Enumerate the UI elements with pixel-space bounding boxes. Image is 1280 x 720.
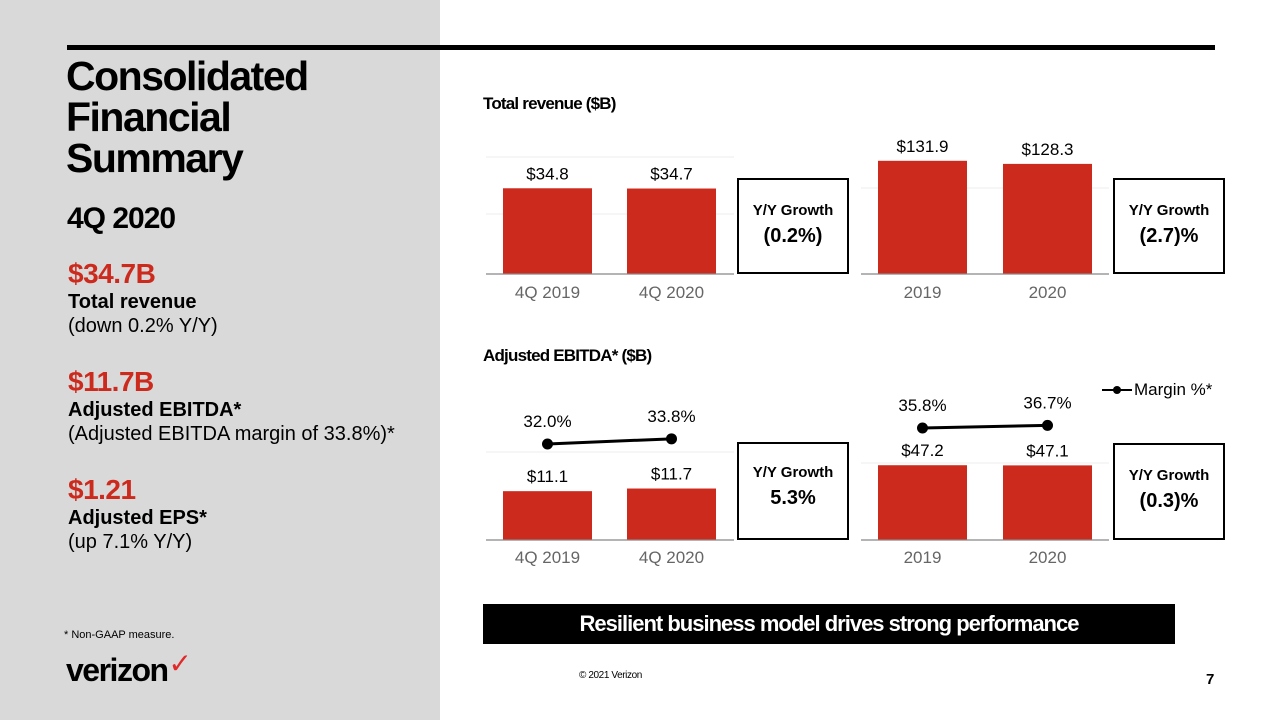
margin-point xyxy=(542,438,553,450)
category-label: 2019 xyxy=(904,548,942,567)
page-number: 7 xyxy=(1206,671,1215,688)
growth-label: Y/Y Growth xyxy=(752,464,834,481)
title-line: Consolidated xyxy=(66,53,309,99)
category-label: 2020 xyxy=(1029,548,1067,567)
growth-label: Y/Y Growth xyxy=(1128,202,1210,219)
margin-point xyxy=(666,433,677,445)
verizon-logo: verizon✓ xyxy=(66,648,192,689)
growth-label: Y/Y Growth xyxy=(1128,467,1210,484)
margin-data-label: 36.7% xyxy=(1023,393,1071,412)
page-title: Consolidated Financial Summary xyxy=(66,53,309,181)
bar-data-label: $11.7 xyxy=(651,465,692,484)
bar-data-label: $47.2 xyxy=(901,441,944,460)
copyright: © 2021 Verizon xyxy=(579,670,642,681)
metric-revenue: $34.7B Total revenue (down 0.2% Y/Y) xyxy=(68,258,218,338)
growth-value: (0.3)% xyxy=(1139,490,1199,512)
footnote: * Non-GAAP measure. xyxy=(64,629,175,641)
margin-line xyxy=(547,437,672,446)
bar-4q-2020 xyxy=(627,488,716,540)
bar-2020 xyxy=(1003,465,1092,540)
margin-point xyxy=(1042,419,1053,431)
margin-data-label: 32.0% xyxy=(523,412,571,431)
legend: Margin %* xyxy=(1100,380,1212,400)
check-icon: ✓ xyxy=(168,648,192,679)
category-label: 4Q 2020 xyxy=(639,548,704,567)
metric-value: $11.7B xyxy=(68,366,154,397)
legend-label: Margin %* xyxy=(1134,380,1213,399)
metric-eps: $1.21 Adjusted EPS* (up 7.1% Y/Y) xyxy=(68,474,207,554)
bar-4q-2020 xyxy=(627,188,716,274)
category-label: 2019 xyxy=(904,283,942,302)
logo-text: verizon xyxy=(66,652,169,688)
margin-line xyxy=(922,423,1048,430)
growth-box-quarter-ebitda: Y/Y Growth 5.3% xyxy=(737,442,849,540)
title-line: Summary xyxy=(66,135,244,181)
bar-data-label: $131.9 xyxy=(897,137,949,156)
bar-data-label: $34.7 xyxy=(650,165,693,184)
growth-box-year-revenue: Y/Y Growth (2.7)% xyxy=(1113,178,1225,274)
growth-label: Y/Y Growth xyxy=(752,202,834,219)
period-label: 4Q 2020 xyxy=(67,202,176,235)
margin-data-label: 35.8% xyxy=(898,396,946,415)
growth-value: (2.7)% xyxy=(1139,225,1199,247)
bar-data-label: $128.3 xyxy=(1022,140,1074,159)
margin-data-label: 33.8% xyxy=(647,407,695,426)
metric-ebitda: $11.7B Adjusted EBITDA* (Adjusted EBITDA… xyxy=(68,366,395,446)
bar-2019 xyxy=(878,160,967,274)
metric-label: Total revenue xyxy=(68,291,197,313)
metric-label: Adjusted EBITDA* xyxy=(68,399,242,421)
bar-2020 xyxy=(1003,163,1092,274)
bar-4q-2019 xyxy=(503,188,592,274)
growth-box-year-ebitda: Y/Y Growth (0.3)% xyxy=(1113,443,1225,540)
ebitda-chart-title: Adjusted EBITDA* ($B) xyxy=(483,346,652,365)
title-line: Financial xyxy=(66,94,232,140)
metric-label: Adjusted EPS* xyxy=(68,507,207,529)
growth-box-quarter-revenue: Y/Y Growth (0.2%) xyxy=(737,178,849,274)
category-label: 4Q 2019 xyxy=(515,548,580,567)
metric-note: (Adjusted EBITDA margin of 33.8%)* xyxy=(68,423,395,445)
category-label: 2020 xyxy=(1029,283,1067,302)
growth-value: 5.3% xyxy=(770,487,816,509)
category-label: 4Q 2020 xyxy=(639,283,704,302)
growth-value: (0.2%) xyxy=(763,225,823,247)
margin-point xyxy=(917,422,928,434)
category-label: 4Q 2019 xyxy=(515,283,580,302)
left-panel xyxy=(0,0,440,720)
metric-note: (down 0.2% Y/Y) xyxy=(68,315,218,337)
bar-data-label: $11.1 xyxy=(527,467,568,486)
metric-value: $1.21 xyxy=(68,474,136,505)
top-rule xyxy=(67,45,1215,50)
bar-4q-2019 xyxy=(503,491,592,540)
metric-value: $34.7B xyxy=(68,258,156,289)
bar-2019 xyxy=(878,465,967,540)
revenue-chart-title: Total revenue ($B) xyxy=(483,94,616,113)
legend-line-marker-icon xyxy=(1102,386,1132,394)
bar-data-label: $34.8 xyxy=(526,164,569,183)
tagline-banner: Resilient business model drives strong p… xyxy=(483,604,1175,644)
bar-data-label: $47.1 xyxy=(1026,441,1069,460)
metric-note: (up 7.1% Y/Y) xyxy=(68,531,193,553)
